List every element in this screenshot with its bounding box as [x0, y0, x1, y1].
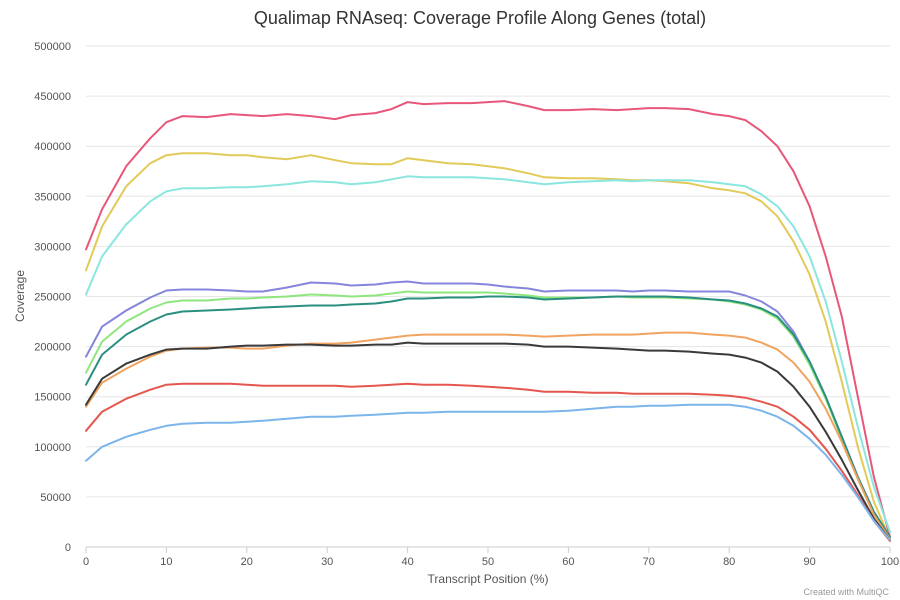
y-tick-label: 100000 [34, 442, 71, 454]
x-tick-label: 70 [643, 556, 655, 568]
series-line-6[interactable] [85, 295, 891, 538]
credit-text: Created with MultiQC [803, 587, 889, 597]
x-tick-label: 60 [562, 556, 574, 568]
series-lines [85, 100, 891, 542]
series-line-4[interactable] [85, 280, 891, 538]
x-tick-label: 0 [83, 556, 89, 568]
x-tick-label: 100 [881, 556, 899, 568]
grid-lines [86, 45, 890, 498]
y-tick-label: 50000 [40, 492, 71, 504]
series-line-5[interactable] [85, 290, 891, 540]
series-line-1[interactable] [85, 100, 891, 538]
y-tick-label: 300000 [34, 241, 71, 253]
y-tick-label: 150000 [34, 392, 71, 404]
x-tick-label: 80 [723, 556, 735, 568]
series-line-8[interactable] [85, 341, 891, 541]
x-axis-ticks: 0 10 20 30 40 50 60 70 80 90 100 [83, 547, 899, 568]
y-tick-label: 350000 [34, 191, 71, 203]
x-tick-label: 50 [482, 556, 494, 568]
x-axis-label: Transcript Position (%) [428, 572, 549, 586]
y-tick-label: 450000 [34, 91, 71, 103]
x-tick-label: 40 [401, 556, 413, 568]
x-tick-label: 20 [241, 556, 253, 568]
series-line-9[interactable] [85, 382, 891, 542]
y-tick-label: 200000 [34, 342, 71, 354]
series-line-3[interactable] [85, 175, 891, 533]
series-line-2[interactable] [85, 152, 891, 540]
y-tick-label: 0 [65, 542, 71, 554]
y-tick-label: 400000 [34, 141, 71, 153]
series-line-10[interactable] [85, 403, 891, 541]
series-line-7[interactable] [85, 331, 891, 540]
x-tick-label: 10 [160, 556, 172, 568]
x-tick-label: 90 [803, 556, 815, 568]
chart-title: Qualimap RNAseq: Coverage Profile Along … [254, 8, 706, 28]
x-tick-label: 30 [321, 556, 333, 568]
y-tick-label: 250000 [34, 292, 71, 304]
y-axis-ticks: 0 50000 100000 150000 200000 250000 300000 3500… [34, 41, 71, 554]
y-tick-label: 500000 [34, 41, 71, 53]
y-axis-label: Coverage [13, 270, 27, 322]
